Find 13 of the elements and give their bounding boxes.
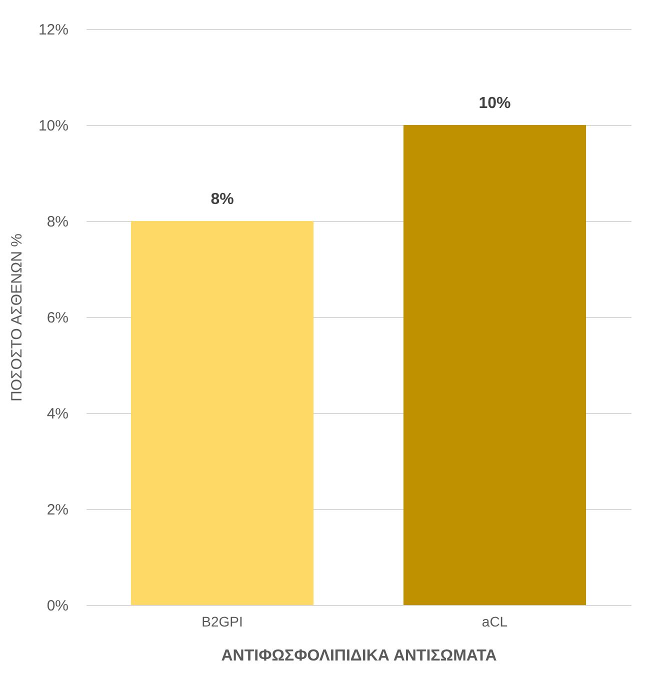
y-tick-label: 6% — [46, 310, 68, 326]
y-tick-label: 0% — [46, 598, 68, 614]
y-tick-label: 12% — [38, 22, 68, 38]
y-tick-label: 8% — [46, 214, 68, 230]
y-tick-label: 4% — [46, 406, 68, 422]
y-axis-title: ΠΟΣΟΣΤΟ ΑΣΘΕΝΩΝ % — [8, 234, 26, 402]
data-label: 8% — [210, 191, 234, 208]
x-tick-label: B2GPI — [202, 614, 243, 630]
y-tick-label: 2% — [46, 502, 68, 518]
y-tick-label: 10% — [38, 118, 68, 134]
x-tick-label: aCL — [482, 614, 508, 630]
x-axis-title: ΑΝΤΙΦΩΣΦΟΛΙΠΙΔΙΚΑ ΑΝΤΙΣΩΜΑΤΑ — [221, 648, 498, 664]
data-label: 10% — [478, 95, 511, 112]
